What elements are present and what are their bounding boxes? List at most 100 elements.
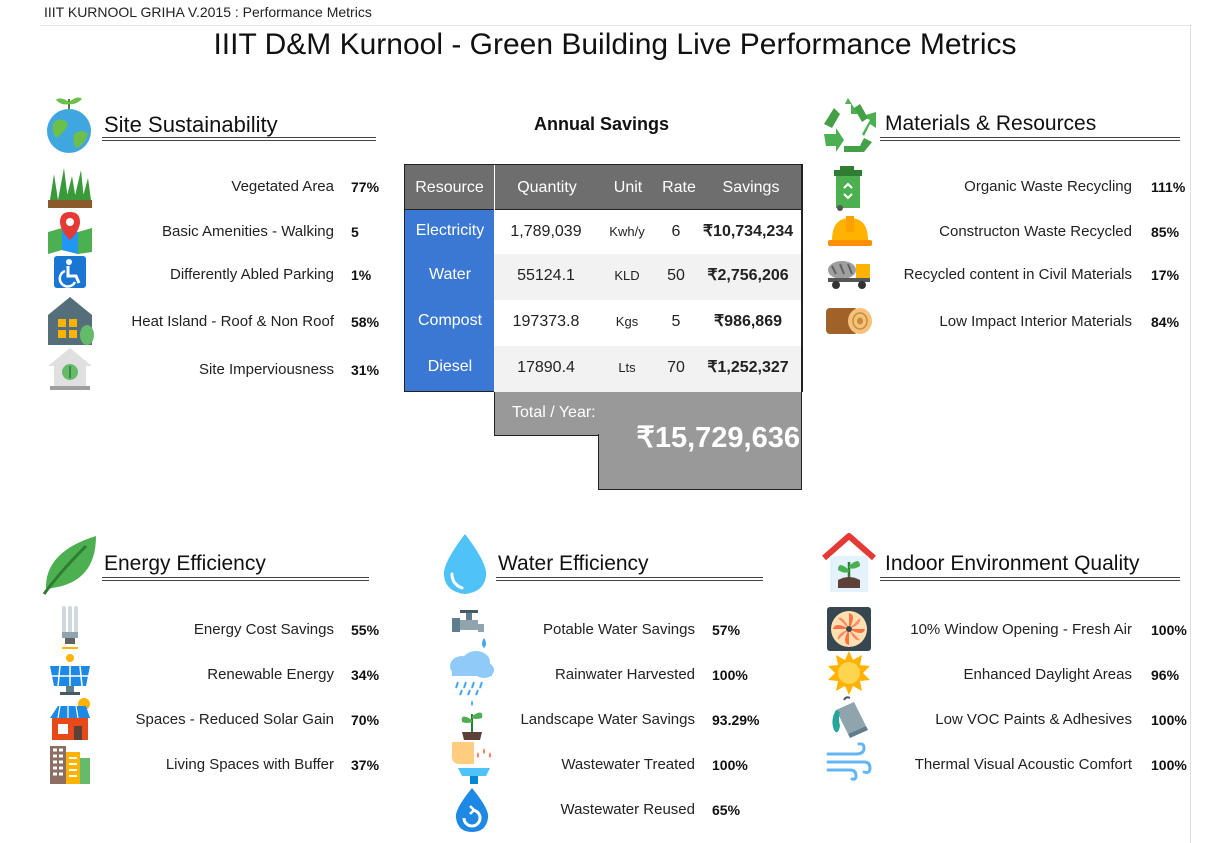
drop-reuse-icon (450, 786, 498, 832)
metric-label: Differently Abled Parking (170, 266, 334, 283)
savings-cell: ₹2,756,206 (707, 267, 789, 284)
resource-cell: Diesel (427, 358, 473, 375)
metric-label: Energy Cost Savings (193, 621, 334, 638)
savings-table-header: Resource Quantity Unit Rate Savings (404, 164, 802, 211)
metric-label: Renewable Energy (207, 666, 334, 683)
metric-label: Vegetated Area (231, 178, 334, 195)
recycle-icon (818, 94, 878, 159)
section-rule (102, 137, 376, 141)
wood-log-icon (822, 304, 872, 348)
metric-value: 34% (351, 667, 380, 683)
metric-value: 84% (1151, 314, 1180, 330)
resource-cell: Compost (417, 312, 483, 329)
column-header: Rate (662, 179, 696, 196)
globe-sprout-icon (44, 94, 94, 161)
table-row: 17890.4 Lts 70 ₹1,252,327 (494, 346, 802, 392)
site-sustainability-title: Site Sustainability (104, 112, 278, 137)
metric-label: Living Spaces with Buffer (165, 756, 334, 773)
metric-label: Organic Waste Recycling (964, 178, 1132, 195)
metric-value: 100% (712, 667, 748, 683)
sun-icon (826, 650, 874, 695)
total-box (598, 434, 802, 490)
metric-value: 96% (1151, 667, 1180, 683)
water-drop-icon (440, 532, 490, 601)
table-row: 197373.8 Kgs 5 ₹986,869 (494, 300, 802, 346)
compost-bin-icon (826, 164, 874, 211)
metric-value: 55% (351, 622, 380, 638)
metric-label: Wastewater Reused (560, 801, 695, 818)
metric-value: 100% (1151, 757, 1187, 773)
unit-cell: Kwh/y (609, 224, 645, 239)
exhaust-fan-icon (826, 606, 874, 651)
quantity-cell: 1,789,039 (510, 223, 582, 240)
water-efficiency-title: Water Efficiency (498, 552, 649, 575)
metric-label: Thermal Visual Acoustic Comfort (914, 756, 1132, 773)
column-header: Unit (613, 179, 643, 196)
table-row: 55124.1 KLD 50 ₹2,756,206 (494, 254, 802, 300)
metric-label: Landscape Water Savings (520, 711, 695, 728)
page-title: IIIT D&M Kurnool - Green Building Live P… (213, 28, 1017, 61)
metric-label: Wastewater Treated (561, 756, 695, 773)
metric-value: 58% (351, 314, 380, 330)
metric-value: 85% (1151, 224, 1180, 240)
green-house-icon (46, 295, 94, 345)
metric-label: Potable Water Savings (542, 621, 695, 638)
metric-value: 5 (351, 224, 359, 240)
metric-label: Low Impact Interior Materials (939, 313, 1132, 330)
total-box-join (599, 432, 801, 438)
top-divider (40, 25, 1192, 26)
column-header: Savings (722, 179, 780, 196)
breadcrumb: IIIT KURNOOL GRIHA V.2015 : Performance … (44, 4, 372, 20)
apartment-building-icon (46, 742, 94, 786)
wind-icon (826, 742, 874, 786)
cement-mixer-icon (826, 256, 874, 300)
metric-value: 1% (351, 267, 372, 283)
metric-value: 100% (712, 757, 748, 773)
quantity-cell: 55124.1 (517, 267, 575, 284)
resource-cell: Electricity (415, 222, 485, 239)
metric-value: 111% (1151, 179, 1186, 195)
column-header: Quantity (517, 179, 577, 196)
indoor-environment-title: Indoor Environment Quality (885, 552, 1140, 575)
rate-cell: 5 (671, 313, 681, 330)
faucet-icon (450, 606, 498, 650)
unit-cell: KLD (614, 268, 640, 283)
savings-cell: ₹986,869 (713, 313, 782, 330)
section-rule (880, 577, 1180, 581)
leaf-house-icon (46, 346, 94, 390)
column-header: Resource (405, 165, 495, 211)
grass-icon (46, 166, 94, 210)
total-value: ₹15,729,636 (636, 422, 800, 454)
metric-label: Enhanced Daylight Areas (963, 666, 1132, 683)
resource-column: Electricity Water Compost Diesel (404, 210, 494, 392)
metric-label: Site Imperviousness (198, 361, 334, 378)
metric-label: Basic Amenities - Walking (161, 223, 334, 240)
metric-value: 100% (1151, 622, 1187, 638)
metric-value: 57% (712, 622, 741, 638)
hand-wash-icon (450, 740, 498, 784)
section-rule (496, 577, 763, 581)
plant-house-icon (818, 532, 880, 599)
materials-title: Materials & Resources (885, 112, 1097, 135)
map-pin-icon (46, 210, 94, 254)
savings-cell: ₹10,734,234 (702, 223, 794, 240)
metric-label: Heat Island - Roof & Non Roof (131, 313, 334, 330)
metric-label: Constructon Waste Recycled (939, 223, 1132, 240)
solar-roof-house-icon (46, 696, 94, 740)
energy-efficiency-title: Energy Efficiency (104, 552, 266, 575)
metric-label: 10% Window Opening - Fresh Air (910, 621, 1132, 638)
unit-cell: Kgs (615, 314, 639, 329)
watering-sprout-icon (450, 696, 498, 740)
metric-label: Low VOC Paints & Adhesives (935, 711, 1132, 728)
resource-cell: Water (428, 266, 472, 283)
table-border (801, 164, 803, 392)
metric-value: 100% (1151, 712, 1187, 728)
wheelchair-icon (46, 254, 94, 298)
metric-value: 70% (351, 712, 380, 728)
rate-cell: 6 (671, 223, 681, 240)
unit-cell: Lts (618, 360, 636, 375)
quantity-cell: 197373.8 (512, 313, 580, 330)
metric-value: 31% (351, 362, 380, 378)
metric-value: 17% (1151, 267, 1180, 283)
paint-bucket-icon (826, 696, 874, 740)
